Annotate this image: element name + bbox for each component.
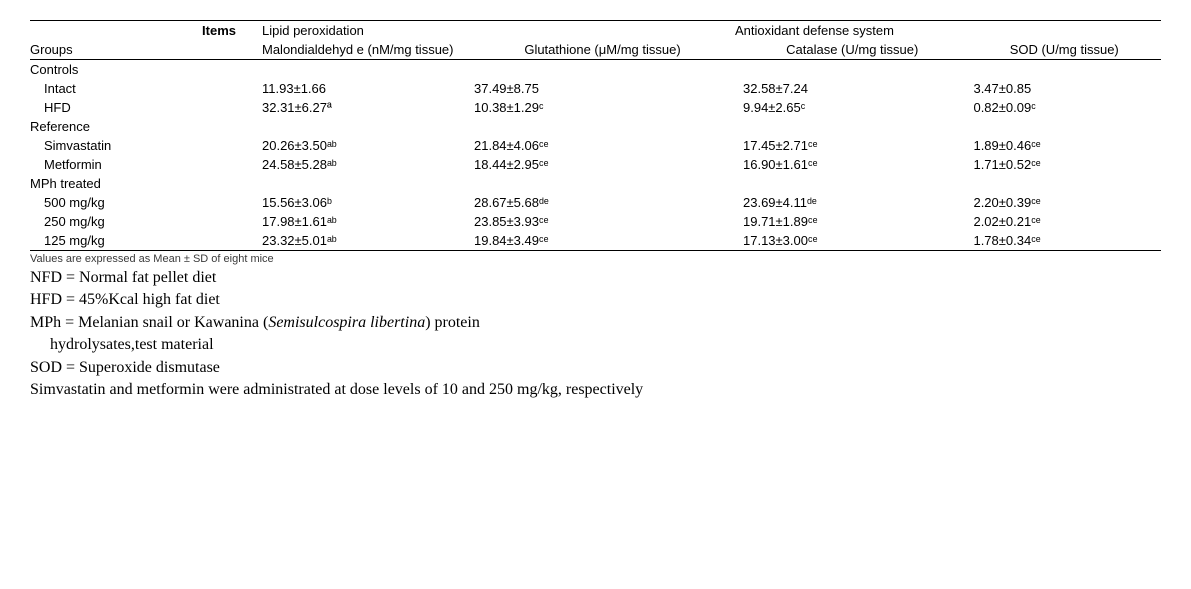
cell-value: 23.85±3.93ᶜᵉ <box>468 212 737 231</box>
cell-value: 3.47±0.85 <box>967 79 1161 98</box>
row-label-metformin: Metformin <box>30 155 256 174</box>
row-label-mph250: 250 mg/kg <box>30 212 256 231</box>
cell-value: 17.13±3.00ᶜᵉ <box>737 231 967 251</box>
footnote-mph-line2: hydrolysates,test material <box>50 334 1161 356</box>
row-label-mph125: 125 mg/kg <box>30 231 256 251</box>
cell-value: 23.32±5.01ᵃᵇ <box>256 231 468 251</box>
cell-value: 19.71±1.89ᶜᵉ <box>737 212 967 231</box>
row-label-intact: Intact <box>30 79 256 98</box>
cell-value: 19.84±3.49ᶜᵉ <box>468 231 737 251</box>
cell-value: 28.67±5.68ᵈᵉ <box>468 193 737 212</box>
footnote-mph-pre: MPh = Melanian snail or Kawanina ( <box>30 314 268 331</box>
footnote-mph-post: ) protein <box>425 314 480 331</box>
data-table: Items Lipid peroxidation Antioxidant def… <box>30 20 1161 251</box>
cell-value: 10.38±1.29ᶜ <box>468 98 737 117</box>
cell-value: 23.69±4.11ᵈᵉ <box>737 193 967 212</box>
cell-value: 1.78±0.34ᶜᵉ <box>967 231 1161 251</box>
subheader-sod: SOD (U/mg tissue) <box>967 40 1161 60</box>
row-label-hfd: HFD <box>30 98 256 117</box>
footnote-mph-italic: Semisulcospira libertina <box>268 314 425 331</box>
cell-value: 1.89±0.46ᶜᵉ <box>967 136 1161 155</box>
cell-value: 9.94±2.65ᶜ <box>737 98 967 117</box>
row-label-mph500: 500 mg/kg <box>30 193 256 212</box>
cell-value: 16.90±1.61ᶜᵉ <box>737 155 967 174</box>
header-items: Items <box>30 21 256 41</box>
cell-value: 17.98±1.61ᵃᵇ <box>256 212 468 231</box>
group-controls: Controls <box>30 60 1161 80</box>
cell-value: 20.26±3.50ᵃᵇ <box>256 136 468 155</box>
footnote-nfd: NFD = Normal fat pellet diet <box>30 267 1161 289</box>
cell-value: 1.71±0.52ᶜᵉ <box>967 155 1161 174</box>
cell-value: 21.84±4.06ᶜᵉ <box>468 136 737 155</box>
cell-value: 2.02±0.21ᶜᵉ <box>967 212 1161 231</box>
subheader-glutathione: Glutathione (μM/mg tissue) <box>468 40 737 60</box>
header-antiox: Antioxidant defense system <box>468 21 1161 41</box>
footnote-sod: SOD = Superoxide dismutase <box>30 357 1161 379</box>
subheader-catalase: Catalase (U/mg tissue) <box>737 40 967 60</box>
cell-value: 0.82±0.09ᶜ <box>967 98 1161 117</box>
cell-value: 24.58±5.28ᵃᵇ <box>256 155 468 174</box>
row-label-simvastatin: Simvastatin <box>30 136 256 155</box>
subheader-malondialdehyde: Malondialdehyd e (nM/mg tissue) <box>256 40 468 60</box>
footnote-hfd: HFD = 45%Kcal high fat diet <box>30 289 1161 311</box>
cell-value: 15.56±3.06ᵇ <box>256 193 468 212</box>
group-mph: MPh treated <box>30 174 1161 193</box>
footnote-values: Values are expressed as Mean ± SD of eig… <box>30 253 1161 265</box>
cell-value: 11.93±1.66 <box>256 79 468 98</box>
cell-value: 2.20±0.39ᶜᵉ <box>967 193 1161 212</box>
header-lipid: Lipid peroxidation <box>256 21 468 41</box>
cell-value: 37.49±8.75 <box>468 79 737 98</box>
cell-value: 18.44±2.95ᶜᵉ <box>468 155 737 174</box>
group-reference: Reference <box>30 117 1161 136</box>
footnotes-block: NFD = Normal fat pellet diet HFD = 45%Kc… <box>30 267 1161 401</box>
cell-value: 17.45±2.71ᶜᵉ <box>737 136 967 155</box>
cell-value: 32.58±7.24 <box>737 79 967 98</box>
cell-value: 32.31±6.27ª <box>256 98 468 117</box>
header-groups: Groups <box>30 40 256 60</box>
footnote-dose: Simvastatin and metformin were administr… <box>30 379 1161 401</box>
footnote-mph-line1: MPh = Melanian snail or Kawanina (Semisu… <box>30 312 1161 334</box>
